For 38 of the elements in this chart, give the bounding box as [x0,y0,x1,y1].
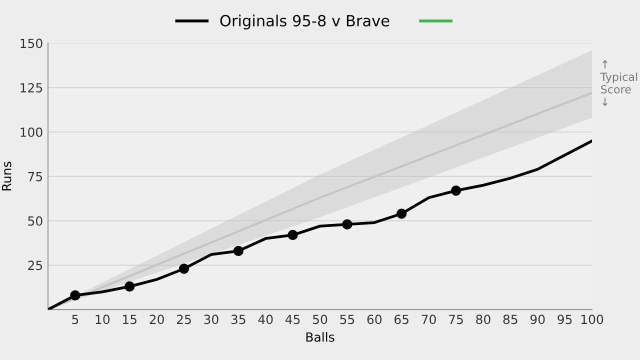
point [288,230,298,240]
x-tick-label: 80 [476,314,490,324]
x-tick-label: 35 [231,314,246,324]
annotation: ↑ Typical Score ↓ [600,60,638,106]
y-axis-title: Runs [2,162,12,190]
point [124,281,135,292]
y-tick-label: 125 [20,83,42,93]
point [450,186,462,196]
x-tick-label: 55 [340,314,354,324]
point [178,264,190,274]
x-tick-label: 50 [313,314,328,324]
x-tick-label: 5 [72,314,78,324]
x-tick-label: 25 [176,314,191,324]
y-tick-label: 75 [28,172,42,182]
x-axis-title: Balls [306,332,334,342]
x-tick-label: 70 [422,314,436,324]
y-tick-label: 100 [20,127,42,137]
legend-label: Originals 95-8 v Brave [220,14,390,30]
x-tick-label: 15 [123,314,136,324]
y-tick-label: 50 [28,216,42,226]
x-tick-label: 20 [150,314,164,324]
point [342,219,352,230]
x-tick-label: 85 [503,314,518,324]
x-tick-label: 100 [581,314,604,324]
x-tick-label: 40 [258,314,273,324]
x-tick-label: 45 [285,314,300,324]
x-tick-label: 10 [96,314,110,324]
y-tick-label: 25 [28,260,42,270]
x-tick-label: 75 [449,314,463,324]
x-tick-label: 90 [530,314,545,324]
point [70,290,80,300]
x-tick-label: 60 [367,314,382,324]
y-tick-label: 150 [20,38,42,48]
x-tick-label: 95 [558,314,572,324]
x-tick-label: 30 [204,314,218,324]
point [396,208,407,219]
x-tick-label: 65 [394,314,408,324]
point [233,246,244,256]
